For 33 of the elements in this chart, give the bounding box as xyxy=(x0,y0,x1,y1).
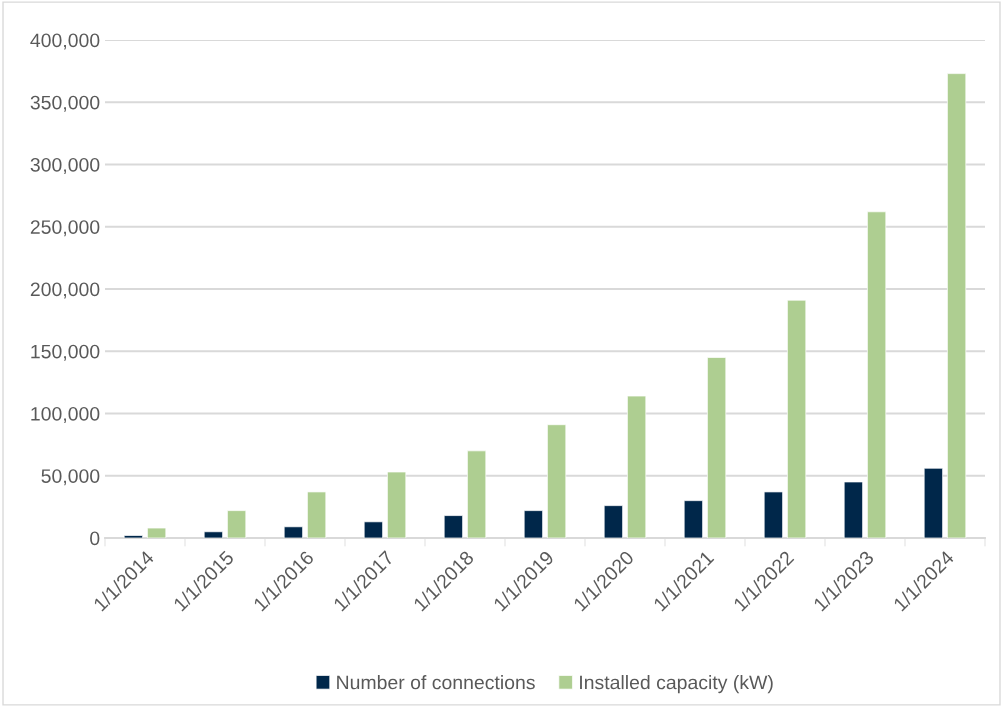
bar xyxy=(147,527,167,538)
bar xyxy=(523,510,543,538)
y-tick-label: 100,000 xyxy=(31,406,100,424)
bar xyxy=(443,515,463,538)
bar xyxy=(363,521,383,538)
legend-label: Number of connections xyxy=(337,675,535,690)
legend-label: Installed capacity (kW) xyxy=(580,675,773,694)
y-tick-label: 400,000 xyxy=(30,33,100,50)
y-tick-label: 300,000 xyxy=(30,157,100,175)
bar xyxy=(467,450,487,538)
bar xyxy=(867,211,887,538)
bar xyxy=(203,531,223,538)
bar xyxy=(123,535,143,538)
bar xyxy=(843,481,863,538)
y-tick-label: 0 xyxy=(90,531,100,546)
bar xyxy=(547,424,567,538)
y-tick-label: 200,000 xyxy=(30,282,100,299)
bar xyxy=(603,505,623,538)
y-tick-label: 50,000 xyxy=(41,469,100,486)
bar xyxy=(947,73,967,538)
y-tick-label: 250,000 xyxy=(30,220,100,237)
bar xyxy=(787,299,807,538)
bar xyxy=(707,357,727,538)
bar xyxy=(923,467,943,538)
bar xyxy=(683,500,703,538)
bar xyxy=(627,395,647,538)
bar xyxy=(307,491,327,538)
y-tick-label: 150,000 xyxy=(31,344,100,361)
bar xyxy=(283,526,303,538)
bar xyxy=(387,471,407,538)
bar xyxy=(227,510,247,538)
bar xyxy=(763,491,783,538)
y-tick-label: 350,000 xyxy=(30,95,100,112)
